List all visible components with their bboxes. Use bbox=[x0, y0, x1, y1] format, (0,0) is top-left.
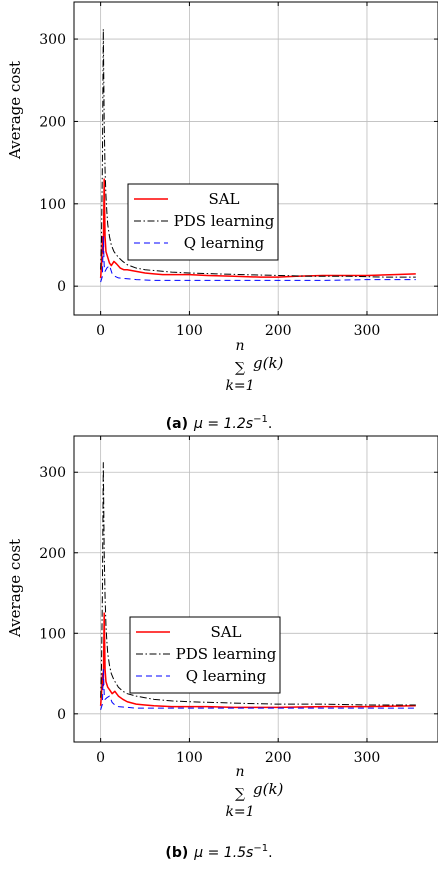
chart-a: 0 100 200 300 0 100 200 300 Average cost n ∑ k=1 g(k… bbox=[6, 1, 438, 432]
y-tick-label: 200 bbox=[39, 546, 66, 562]
caption-end: . bbox=[268, 416, 272, 432]
x-tick-label: 100 bbox=[176, 323, 203, 339]
x-tick-label: 300 bbox=[354, 323, 381, 339]
x-label-sum-lower: k=1 bbox=[225, 378, 254, 394]
y-tick-label: 100 bbox=[39, 626, 66, 642]
x-tick-label: 200 bbox=[265, 323, 292, 339]
legend-label-sal: SAL bbox=[210, 623, 241, 641]
x-label-function: g(k) bbox=[253, 780, 284, 798]
legend-box bbox=[127, 183, 279, 261]
y-tick-label: 100 bbox=[39, 197, 66, 213]
y-tick-label: 200 bbox=[39, 114, 66, 130]
x-label-sum-upper: n bbox=[235, 764, 244, 780]
legend-label-pds-learning: PDS learning bbox=[176, 645, 277, 663]
legend-box bbox=[129, 616, 281, 694]
x-label-sum-upper: n bbox=[235, 338, 244, 354]
legend-label-q-learning: Q learning bbox=[186, 667, 267, 685]
series-line-pds-learning bbox=[100, 28, 416, 278]
series-line-pds-learning bbox=[100, 462, 416, 706]
y-axis-label: Average cost bbox=[6, 539, 24, 638]
figure-caption: (a) μ = 1.2s−1. bbox=[166, 414, 273, 432]
y-tick-label: 300 bbox=[39, 32, 66, 48]
plot-frame bbox=[73, 435, 438, 743]
x-label-sum-lower: k=1 bbox=[225, 804, 254, 820]
x-tick-label: 0 bbox=[96, 750, 105, 766]
legend-label-sal: SAL bbox=[208, 190, 239, 208]
x-label-sum-symbol: ∑ bbox=[235, 360, 245, 376]
legend-label-pds-learning: PDS learning bbox=[174, 212, 275, 230]
figure-caption: (b) μ = 1.5s−1. bbox=[165, 843, 272, 861]
x-label-sum-symbol: ∑ bbox=[235, 786, 245, 802]
x-tick-label: 200 bbox=[265, 750, 292, 766]
caption-letter: (b) bbox=[165, 845, 188, 861]
plot-frame bbox=[73, 1, 438, 316]
x-tick-label: 0 bbox=[96, 323, 105, 339]
series-line-q-learning bbox=[100, 669, 416, 710]
y-tick-label: 300 bbox=[39, 465, 66, 481]
x-label-function: g(k) bbox=[253, 354, 284, 372]
y-axis-label: Average cost bbox=[6, 61, 24, 160]
caption-text: μ = 1.5s bbox=[193, 845, 253, 861]
y-tick-label: 0 bbox=[57, 279, 66, 295]
y-tick-label: 0 bbox=[57, 707, 66, 723]
series-line-q-learning bbox=[100, 236, 416, 283]
chart-b: 0 100 200 300 0 100 200 300 Average cost n ∑ k=1 g(k… bbox=[6, 435, 438, 861]
x-tick-label: 300 bbox=[354, 750, 381, 766]
caption-text: μ = 1.2s bbox=[193, 416, 253, 432]
caption-superscript: −1 bbox=[253, 414, 268, 425]
caption-end: . bbox=[268, 845, 272, 861]
x-tick-label: 100 bbox=[176, 750, 203, 766]
caption-superscript: −1 bbox=[253, 843, 268, 854]
legend-label-q-learning: Q learning bbox=[184, 234, 265, 252]
series-line-sal bbox=[99, 612, 416, 709]
caption-letter: (a) bbox=[166, 416, 188, 432]
